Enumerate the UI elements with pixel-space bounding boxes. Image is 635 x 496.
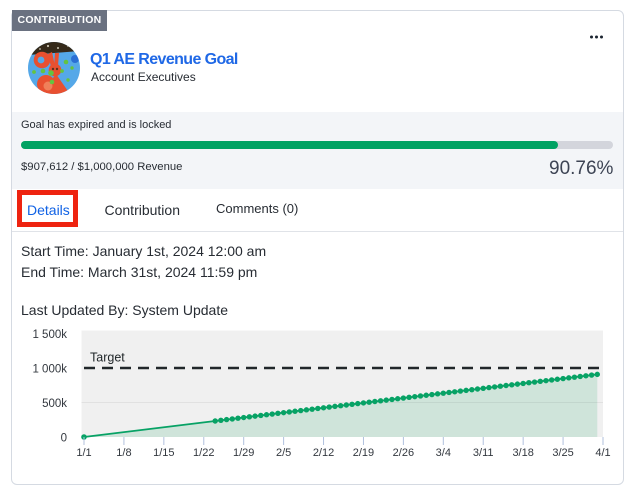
svg-text:1/8: 1/8 (116, 447, 131, 459)
svg-text:3/4: 3/4 (436, 447, 451, 459)
svg-text:1/29: 1/29 (233, 447, 254, 459)
svg-text:1/22: 1/22 (193, 447, 214, 459)
svg-text:3/11: 3/11 (473, 447, 494, 459)
svg-text:2/5: 2/5 (276, 447, 291, 459)
svg-text:3/18: 3/18 (512, 447, 533, 459)
svg-text:1/1: 1/1 (76, 447, 91, 459)
svg-text:1 000k: 1 000k (32, 364, 67, 376)
svg-text:3/25: 3/25 (552, 447, 573, 459)
svg-text:Target: Target (90, 351, 125, 365)
svg-text:2/12: 2/12 (313, 447, 334, 459)
svg-text:2/26: 2/26 (393, 447, 414, 459)
svg-text:1 500k: 1 500k (32, 329, 67, 341)
svg-text:2/19: 2/19 (353, 447, 374, 459)
svg-text:1/15: 1/15 (153, 447, 174, 459)
svg-text:0: 0 (61, 433, 67, 445)
svg-text:500k: 500k (42, 398, 67, 410)
svg-text:4/1: 4/1 (595, 447, 610, 459)
